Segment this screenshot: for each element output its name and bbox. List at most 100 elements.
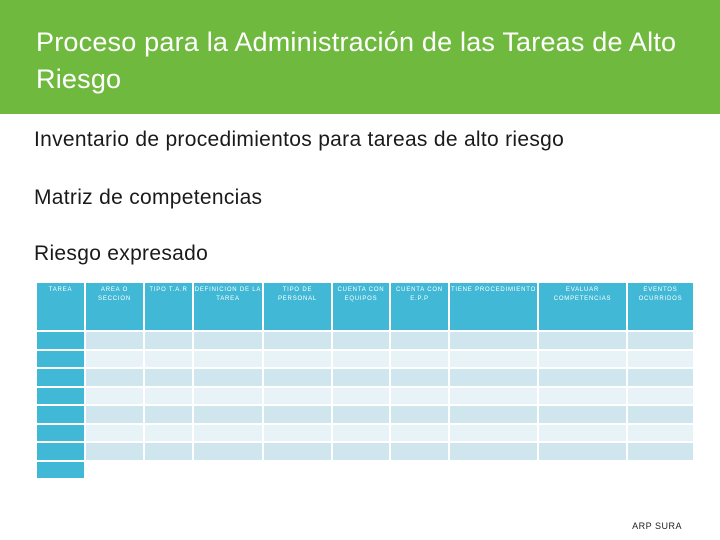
header-area-seccion: AREA O SECCION [84, 281, 145, 332]
table-cell [448, 422, 539, 443]
table-cell [448, 404, 539, 425]
bullet-inventario: Inventario de procedimientos para tareas… [34, 128, 565, 151]
table-cell [537, 459, 628, 480]
table-row [35, 385, 695, 406]
table-cell [626, 367, 695, 388]
table-cell [331, 348, 391, 369]
table-cell [84, 330, 145, 351]
table-cell [192, 459, 264, 480]
table-cell [389, 404, 450, 425]
table-cell [35, 367, 86, 388]
table-cell [389, 348, 450, 369]
table-cell [537, 330, 628, 351]
table-row [35, 404, 695, 425]
table-cell [262, 348, 333, 369]
table-cell [331, 422, 391, 443]
table-cell [192, 385, 264, 406]
table-cell [192, 348, 264, 369]
table-cell [35, 330, 86, 351]
table-row [35, 367, 695, 388]
table-cell [35, 422, 86, 443]
table-cell [262, 385, 333, 406]
table-cell [331, 367, 391, 388]
table-cell [626, 348, 695, 369]
table-cell [84, 441, 145, 462]
table-cell [84, 367, 145, 388]
table-cell [448, 330, 539, 351]
table-cell [389, 385, 450, 406]
table-cell [262, 422, 333, 443]
table-cell [626, 404, 695, 425]
table-cell [143, 441, 194, 462]
table-cell [143, 367, 194, 388]
title-band: Proceso para la Administración de las Ta… [0, 0, 720, 114]
table-cell [192, 422, 264, 443]
table-cell [84, 348, 145, 369]
header-eventos-ocurridos: EVENTOS OCURRIDOS [626, 281, 695, 332]
header-evaluar-competencias: EVALUAR COMPETENCIAS [537, 281, 628, 332]
table-cell [192, 330, 264, 351]
table-cell [448, 348, 539, 369]
header-tiene-procedimiento: TIENE PROCEDIMIENTO [448, 281, 539, 332]
table-cell [389, 367, 450, 388]
table-cell [331, 385, 391, 406]
table-cell [143, 348, 194, 369]
table-cell [537, 367, 628, 388]
table-cell [143, 330, 194, 351]
table-cell [331, 441, 391, 462]
table-cell [35, 459, 86, 480]
table-cell [35, 348, 86, 369]
table-cell [143, 422, 194, 443]
table-cell [262, 404, 333, 425]
table-row [35, 441, 695, 462]
table-cell [389, 459, 450, 480]
table-cell [626, 385, 695, 406]
table-cell [192, 441, 264, 462]
table-row [35, 330, 695, 351]
bullet-matriz: Matriz de competencias [34, 186, 263, 209]
table-cell [262, 330, 333, 351]
table-cell [537, 404, 628, 425]
table-cell [448, 459, 539, 480]
table-body [35, 330, 695, 480]
table-cell [389, 441, 450, 462]
table-header-row: TAREA AREA O SECCION TIPO T.A.R DEFINICI… [35, 281, 695, 332]
table-cell [626, 459, 695, 480]
table-cell [35, 441, 86, 462]
table-cell [626, 422, 695, 443]
table-cell [537, 422, 628, 443]
header-cuenta-epp: CUENTA CON E.P.P [389, 281, 450, 332]
table-row [35, 459, 695, 480]
table-cell [537, 348, 628, 369]
table-cell [84, 422, 145, 443]
table-row [35, 422, 695, 443]
table-cell [537, 441, 628, 462]
table-cell [84, 459, 145, 480]
table-cell [537, 385, 628, 406]
header-cuenta-equipos: CUENTA CON EQUIPOS [331, 281, 391, 332]
table-cell [626, 330, 695, 351]
table-cell [448, 367, 539, 388]
table-cell [192, 404, 264, 425]
table-cell [262, 441, 333, 462]
table-cell [35, 404, 86, 425]
table-cell [143, 459, 194, 480]
table-cell [262, 459, 333, 480]
table-cell [389, 422, 450, 443]
header-tipo-personal: TIPO DE PERSONAL [262, 281, 333, 332]
table-cell [626, 441, 695, 462]
bullet-riesgo: Riesgo expresado [34, 242, 209, 265]
header-tarea: TAREA [35, 281, 86, 332]
competencies-table: TAREA AREA O SECCION TIPO T.A.R DEFINICI… [35, 281, 695, 480]
footer-brand: ARP SURA [632, 521, 682, 531]
table-cell [389, 330, 450, 351]
table-cell [35, 385, 86, 406]
header-definicion-tarea: DEFINICION DE LA TAREA [192, 281, 264, 332]
table-cell [192, 367, 264, 388]
table-cell [84, 404, 145, 425]
table-cell [331, 330, 391, 351]
header-tipo-tar: TIPO T.A.R [143, 281, 194, 332]
table-row [35, 348, 695, 369]
table-cell [448, 385, 539, 406]
table-cell [262, 367, 333, 388]
